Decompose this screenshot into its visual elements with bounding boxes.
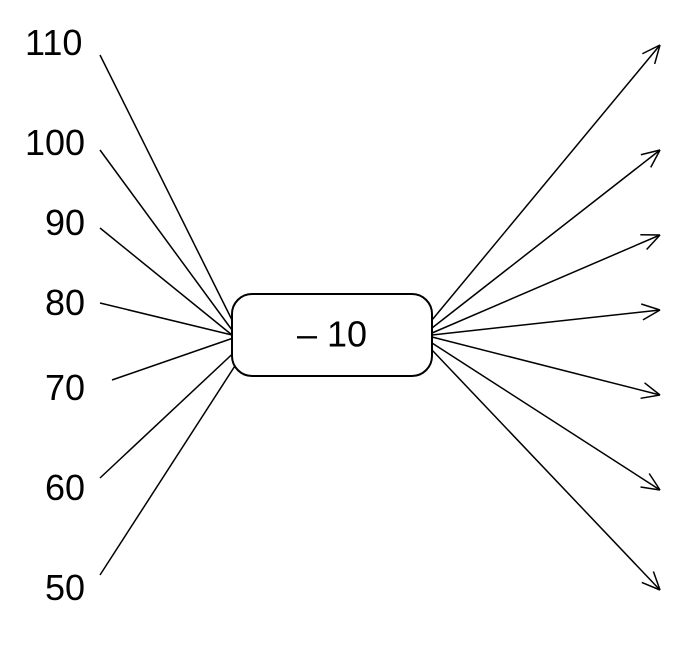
input-value: 110 [25,22,82,63]
input-value: 70 [45,367,85,408]
input-value: 50 [45,567,85,608]
operator-label: – 10 [297,314,367,355]
input-edge [100,150,232,330]
input-edge [100,355,242,575]
arrowhead-stroke [641,395,660,398]
input-value: 90 [45,202,85,243]
arrowhead-stroke [641,304,660,310]
output-edge [432,45,660,320]
output-edge [432,310,660,335]
arrowhead-stroke [649,474,660,490]
input-value: 80 [45,282,85,323]
input-edges [100,55,242,575]
input-edge [112,335,242,380]
operator-box: – 10 [232,294,432,376]
output-arrows [432,45,660,590]
output-edge [432,235,660,333]
input-edge [100,345,242,478]
output-edge [432,150,660,328]
function-machine-diagram: – 10 110 100 90 80 70 60 50 [0,0,699,660]
input-value: 60 [45,467,85,508]
input-edge [100,55,232,320]
output-edge [432,343,660,490]
input-value: 100 [25,122,85,163]
input-labels: 110 100 90 80 70 60 50 [25,22,85,608]
